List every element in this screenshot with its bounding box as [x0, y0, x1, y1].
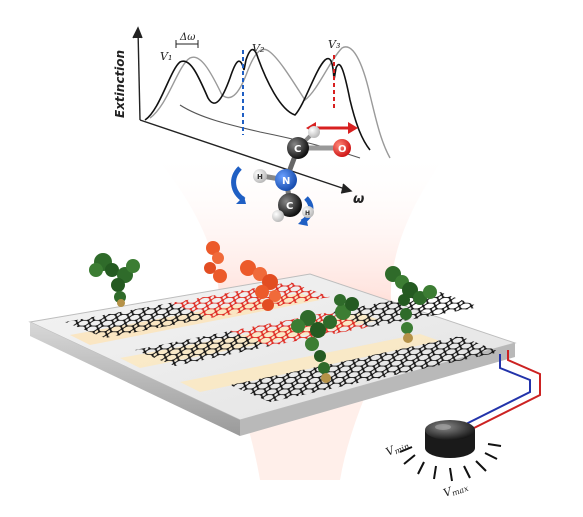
- atom-hydrogen-2: H: [305, 210, 310, 217]
- spectrum-curve-reference: [149, 46, 391, 159]
- protein-orange-1: [204, 241, 227, 283]
- extinction-spectrum: Extinction ω Δω V₁ V₂ V₃: [113, 26, 391, 207]
- voltage-knob[interactable]: Vmin Vmax: [384, 420, 502, 501]
- y-axis-label: Extinction: [113, 50, 127, 118]
- peak-label-v2: V₂: [252, 42, 264, 55]
- protein-green-3: [385, 266, 437, 343]
- atom-oxygen: O: [338, 144, 347, 155]
- delta-omega-marker: [175, 40, 199, 48]
- atom-carbon-2: C: [286, 201, 293, 212]
- peak-label-v1: V₁: [160, 50, 172, 63]
- peak-label-v3: V₃: [328, 38, 340, 51]
- graphene-ribbon-1: [65, 282, 330, 338]
- graphene-ribbon-3: [230, 336, 500, 402]
- atom-hydrogen-1: H: [257, 173, 263, 181]
- protein-green-2: [291, 294, 359, 383]
- electrode-wires: [465, 350, 541, 431]
- spectrum-axes: [132, 26, 353, 194]
- atom-carbon-1: C: [294, 144, 301, 155]
- x-axis-label: ω: [353, 192, 364, 207]
- spectrum-curve-measured: [144, 48, 371, 151]
- vmax-label: Vmax: [442, 479, 471, 501]
- molecule: O C H N C H: [231, 122, 358, 226]
- protein-green-1: [89, 253, 140, 307]
- delta-omega-label: Δω: [179, 32, 195, 43]
- atom-nitrogen: N: [282, 176, 290, 187]
- knob-dial-ticks: [399, 443, 502, 482]
- protein-orange-2: [240, 260, 281, 311]
- vmin-label: Vmin: [384, 437, 411, 460]
